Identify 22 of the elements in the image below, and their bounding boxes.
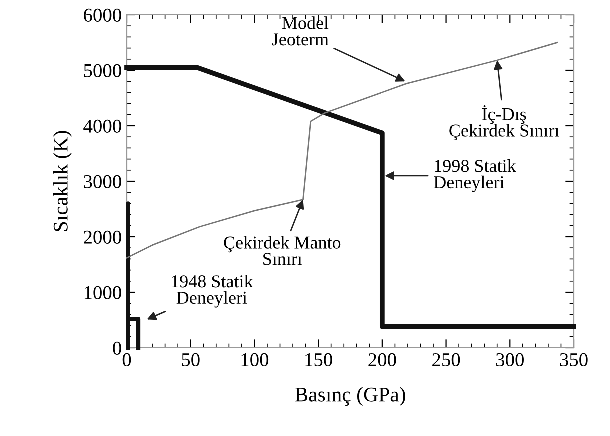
annotation: 1948 Statik Deneyleri	[172, 274, 254, 308]
y-tick-label: 5000	[84, 64, 122, 78]
x-tick-label: 300	[496, 353, 524, 367]
x-tick-label: 100	[242, 353, 269, 367]
x-tick-label: 50	[182, 353, 200, 367]
y-tick-label: 0	[113, 342, 122, 355]
x-tick-label: 200	[368, 353, 396, 367]
x-tick-label: 350	[560, 353, 588, 367]
x-tick-label: 150	[306, 353, 332, 367]
y-tick-label: 6000	[84, 8, 122, 22]
annotation: Çekirdek Manto Sınırı	[224, 236, 341, 266]
y-tick-label: 4000	[84, 120, 122, 133]
y-tick-label: 2000	[84, 230, 122, 244]
x-tick-label: 0	[122, 353, 132, 367]
y-tick-label: 3000	[84, 175, 122, 188]
y-tick-label: 1000	[84, 286, 122, 300]
annotation: Model Jeoterm	[272, 16, 329, 46]
annotation: İç-Dış Çekirdek Sınırı	[450, 105, 560, 141]
annotation: 1998 Statik Deneyleri	[434, 160, 516, 192]
x-axis-title: Basınç (GPa)	[295, 387, 406, 406]
y-axis-title: Sıcaklık (K)	[53, 131, 72, 232]
x-tick-label: 250	[432, 353, 460, 367]
